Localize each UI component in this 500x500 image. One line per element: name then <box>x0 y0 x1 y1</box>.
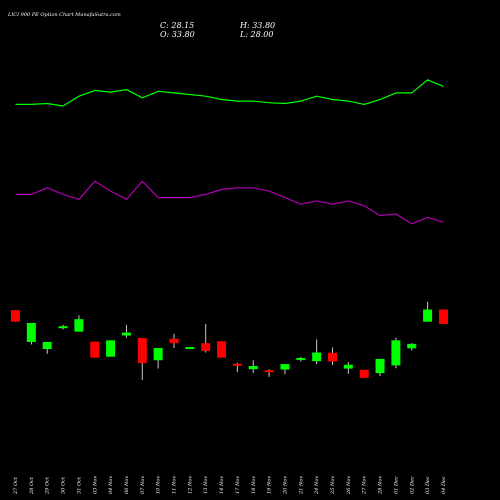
candle-1 <box>26 322 36 345</box>
x-tick-label: 10 Nov <box>156 476 162 494</box>
x-tick-label: 12 Nov <box>187 476 193 494</box>
candle-19 <box>312 339 322 365</box>
x-tick-label: 27 Nov <box>362 476 368 495</box>
open-value: O: 33.80 <box>160 30 195 39</box>
candle-24 <box>391 337 401 369</box>
x-axis-ticks: 27 Oct 28 Oct 29 Oct 30 Oct 31 Oct 03 Nov 04 N… <box>13 476 447 495</box>
chart-title: LICI 900 PE Option Chart MunafaSutra.com <box>7 12 121 18</box>
x-tick-label: 07 Nov <box>140 476 146 494</box>
candle-3 <box>58 324 68 330</box>
x-tick-label: 14 Nov <box>219 476 225 494</box>
candle-13 <box>217 341 227 358</box>
x-tick-label: 04 Dec <box>441 476 447 494</box>
x-tick-label: 29 Oct <box>45 476 51 495</box>
candle-17 <box>280 364 290 375</box>
x-tick-label: 01 Dec <box>393 476 399 494</box>
lower-line-path <box>15 180 444 225</box>
candle-9 <box>153 348 163 369</box>
candle-body <box>201 343 211 351</box>
x-tick-label: 24 Nov <box>314 476 320 495</box>
candle-body <box>74 319 84 332</box>
upper-line-path <box>15 79 444 107</box>
x-tick-label: 31 Oct <box>76 476 82 494</box>
close-value: C: 28.15 <box>160 21 194 30</box>
candle-body <box>58 326 68 329</box>
candles <box>11 301 448 381</box>
candle-body <box>438 309 448 324</box>
x-tick-label: 11 Nov <box>172 476 178 494</box>
candle-7 <box>121 324 131 338</box>
candle-body <box>407 343 417 349</box>
x-tick-label: 19 Nov <box>267 476 273 494</box>
candle-body <box>359 369 369 378</box>
candle-8 <box>137 338 147 381</box>
candle-10 <box>169 333 179 349</box>
candle-body <box>185 347 195 350</box>
x-tick-label: 26 Nov <box>346 476 352 495</box>
candle-6 <box>106 340 116 357</box>
candle-15 <box>248 360 258 374</box>
candle-body <box>42 341 52 349</box>
candle-23 <box>375 358 385 376</box>
candle-body <box>296 357 306 360</box>
candle-body <box>137 338 147 364</box>
candle-body <box>343 364 353 369</box>
x-tick-label: 25 Nov <box>330 476 336 495</box>
candle-body <box>121 332 131 336</box>
candle-body <box>312 352 322 362</box>
candle-body <box>391 340 401 366</box>
candle-22 <box>359 369 369 378</box>
low-value: L: 28.00 <box>239 30 273 39</box>
candle-26 <box>423 301 433 322</box>
candle-body <box>264 370 274 373</box>
candle-0 <box>11 310 20 322</box>
candle-20 <box>328 347 337 366</box>
x-tick-label: 13 Nov <box>203 476 209 494</box>
candle-body <box>232 363 242 366</box>
candle-12 <box>201 323 211 353</box>
candle-body <box>90 341 100 358</box>
x-tick-label: 02 Dec <box>409 476 415 494</box>
candle-body <box>423 309 433 322</box>
lower-indicator-line <box>15 180 444 225</box>
upper-indicator-line <box>15 79 444 107</box>
candle-16 <box>264 369 274 377</box>
candle-body <box>153 348 163 361</box>
x-tick-label: 28 Oct <box>29 476 35 495</box>
candle-body <box>169 338 179 344</box>
x-tick-label: 17 Nov <box>235 476 241 494</box>
candle-27 <box>438 309 448 324</box>
x-tick-label: 27 Oct <box>13 476 19 495</box>
x-tick-label: 21 Nov <box>298 476 304 495</box>
x-tick-label: 04 Nov <box>108 476 114 494</box>
high-value: H: 33.80 <box>239 21 275 30</box>
candle-14 <box>232 362 242 373</box>
candle-body <box>248 366 258 370</box>
x-tick-label: 28 Nov <box>378 476 384 495</box>
x-tick-label: 03 Dec <box>425 476 431 494</box>
candle-5 <box>90 341 100 358</box>
candle-body <box>280 364 290 370</box>
x-tick-label: 06 Nov <box>124 476 130 494</box>
candle-18 <box>296 357 306 362</box>
candle-body <box>217 341 227 358</box>
candle-body <box>328 352 337 362</box>
candle-body <box>375 358 385 374</box>
candle-11 <box>185 347 195 350</box>
candle-body <box>106 340 116 357</box>
candle-21 <box>343 362 353 375</box>
candle-body <box>11 310 20 322</box>
candle-body <box>26 322 36 342</box>
candle-25 <box>407 343 417 351</box>
candle-2 <box>42 341 52 354</box>
x-tick-label: 20 Nov <box>282 476 288 495</box>
x-tick-label: 18 Nov <box>251 476 257 494</box>
x-tick-label: 30 Oct <box>61 476 67 494</box>
x-tick-label: 03 Nov <box>92 476 98 494</box>
candle-4 <box>74 315 84 332</box>
